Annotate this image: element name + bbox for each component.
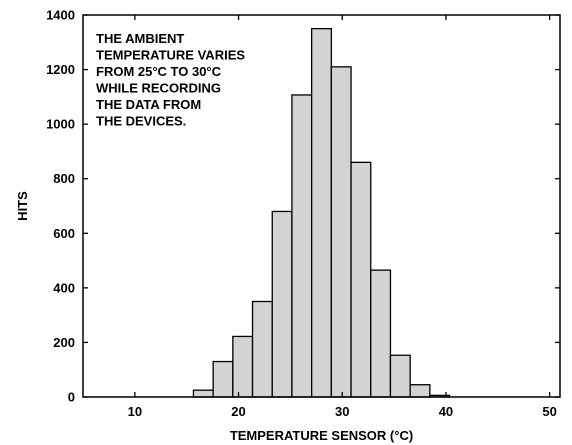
y-tick-label: 200 <box>53 335 75 350</box>
annotation-line: TEMPERATURE VARIES <box>96 48 245 63</box>
x-axis-label: TEMPERATURE SENSOR (°C) <box>230 428 413 443</box>
histogram-bar <box>271 210 293 398</box>
bars-group <box>192 27 451 398</box>
annotation-line: THE DEVICES. <box>96 114 186 129</box>
y-tick-label: 1400 <box>46 8 75 23</box>
x-tick-label: 40 <box>439 404 453 419</box>
annotation-line: WHILE RECORDING <box>96 81 221 96</box>
histogram-bar <box>409 384 431 398</box>
histogram-bar <box>212 360 234 398</box>
y-tick-label: 800 <box>53 171 75 186</box>
plot-frame <box>82 14 561 398</box>
annotation-text: THE AMBIENT TEMPERATURE VARIES FROM 25°C… <box>96 31 245 129</box>
histogram-bar <box>251 300 273 398</box>
histogram-bar <box>370 269 392 398</box>
histogram-bar <box>192 389 214 398</box>
histogram-bar <box>389 354 411 398</box>
tick-labels-group: 0 200 400 600 800 1000 1200 1400 10 20 30 40 50 <box>46 8 557 420</box>
annotation-line: THE AMBIENT <box>96 31 184 46</box>
y-tick-label: 600 <box>53 226 75 241</box>
histogram-bar <box>232 335 254 398</box>
histogram-bar <box>291 94 313 398</box>
y-tick-label: 1000 <box>46 117 75 132</box>
annotation-line: THE DATA FROM <box>96 97 201 112</box>
y-tick-label: 1200 <box>46 62 75 77</box>
x-tick-label: 30 <box>335 404 349 419</box>
x-tick-label: 20 <box>231 404 245 419</box>
histogram-bar <box>310 27 333 398</box>
annotation-line: FROM 25°C TO 30°C <box>96 64 222 79</box>
y-tick-label: 0 <box>68 390 75 405</box>
ticks-group <box>83 14 560 398</box>
y-tick-label: 400 <box>53 280 75 295</box>
x-tick-label: 50 <box>542 404 556 419</box>
histogram-bar <box>330 66 352 398</box>
y-axis-label: HITS <box>15 191 30 221</box>
x-tick-label: 10 <box>128 404 142 419</box>
histogram-bar <box>350 161 372 398</box>
